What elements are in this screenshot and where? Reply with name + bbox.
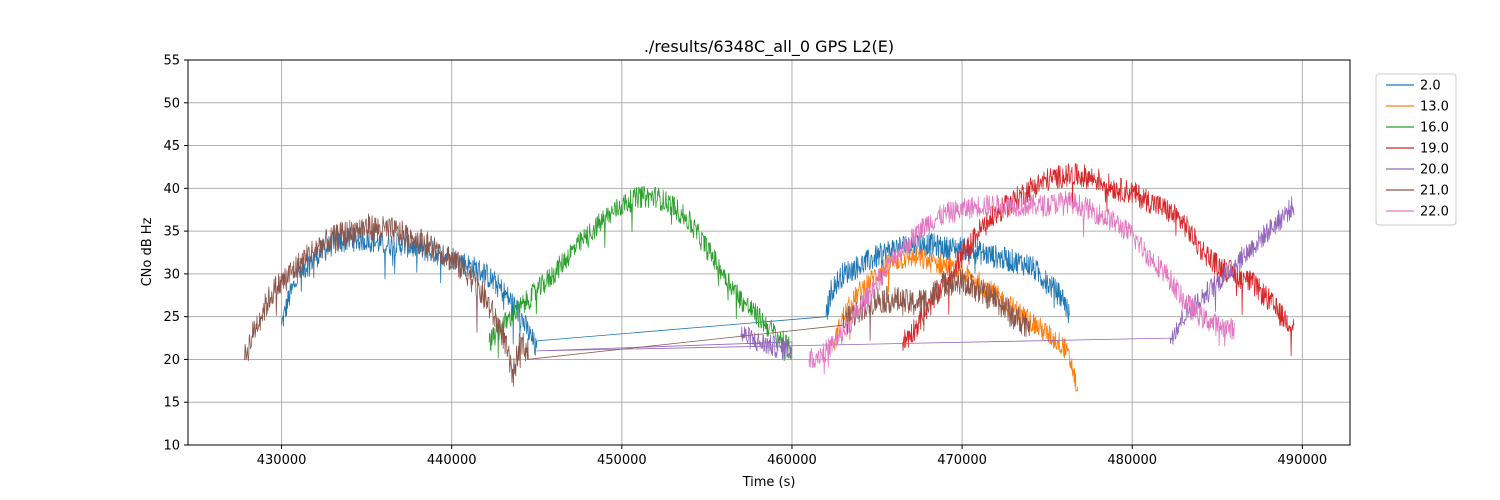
x-tick-label: 460000 — [767, 453, 817, 468]
plot-frame — [187, 59, 1351, 446]
x-axis: 430000 440000 450000 460000 470000 480000 4900… — [257, 445, 1327, 468]
series-layer — [243, 163, 1295, 392]
legend-label: 20.0 — [1420, 163, 1449, 178]
legend-label: 16.0 — [1420, 121, 1449, 136]
y-tick-label: 20 — [163, 353, 180, 368]
series-line-22-0 — [808, 190, 1235, 375]
x-tick-label: 490000 — [1278, 453, 1328, 468]
y-tick-label: 50 — [163, 96, 180, 111]
grid — [188, 59, 1350, 446]
x-tick-label: 450000 — [597, 453, 647, 468]
x-tick-label: 440000 — [427, 453, 477, 468]
y-axis: 10 15 20 25 30 35 40 45 50 55 — [163, 54, 188, 454]
x-tick-label: 470000 — [937, 453, 987, 468]
y-tick-label: 45 — [163, 139, 180, 154]
legend-label: 13.0 — [1420, 100, 1449, 115]
legend-label: 19.0 — [1420, 142, 1449, 157]
legend-label: 2.0 — [1420, 79, 1441, 94]
x-axis-label: Time (s) — [742, 475, 796, 490]
legend: 2.0 13.0 16.0 19.0 20.0 21.0 22.0 — [1375, 73, 1457, 226]
y-tick-label: 30 — [163, 267, 180, 282]
legend-label: 22.0 — [1420, 205, 1449, 220]
legend-box — [1375, 73, 1457, 226]
x-tick-label: 480000 — [1107, 453, 1157, 468]
x-tick-label: 430000 — [257, 453, 307, 468]
y-tick-label: 55 — [163, 54, 180, 69]
y-tick-label: 40 — [163, 182, 180, 197]
series-line-21-0 — [243, 213, 1031, 387]
y-tick-label: 10 — [163, 439, 180, 454]
series-line-13-0 — [834, 247, 1079, 392]
series-line-2-0 — [281, 227, 1070, 356]
series-line-20-0 — [536, 196, 1295, 360]
series-line-16-0 — [488, 185, 793, 362]
legend-label: 21.0 — [1420, 184, 1449, 199]
y-tick-label: 25 — [163, 310, 180, 325]
y-tick-label: 35 — [163, 225, 180, 240]
series-line-19-0 — [902, 163, 1295, 357]
y-axis-label: CNo dB Hz — [140, 217, 155, 286]
y-tick-label: 15 — [163, 396, 180, 411]
chart-title: ./results/6348C_all_0 GPS L2(E) — [644, 37, 894, 57]
